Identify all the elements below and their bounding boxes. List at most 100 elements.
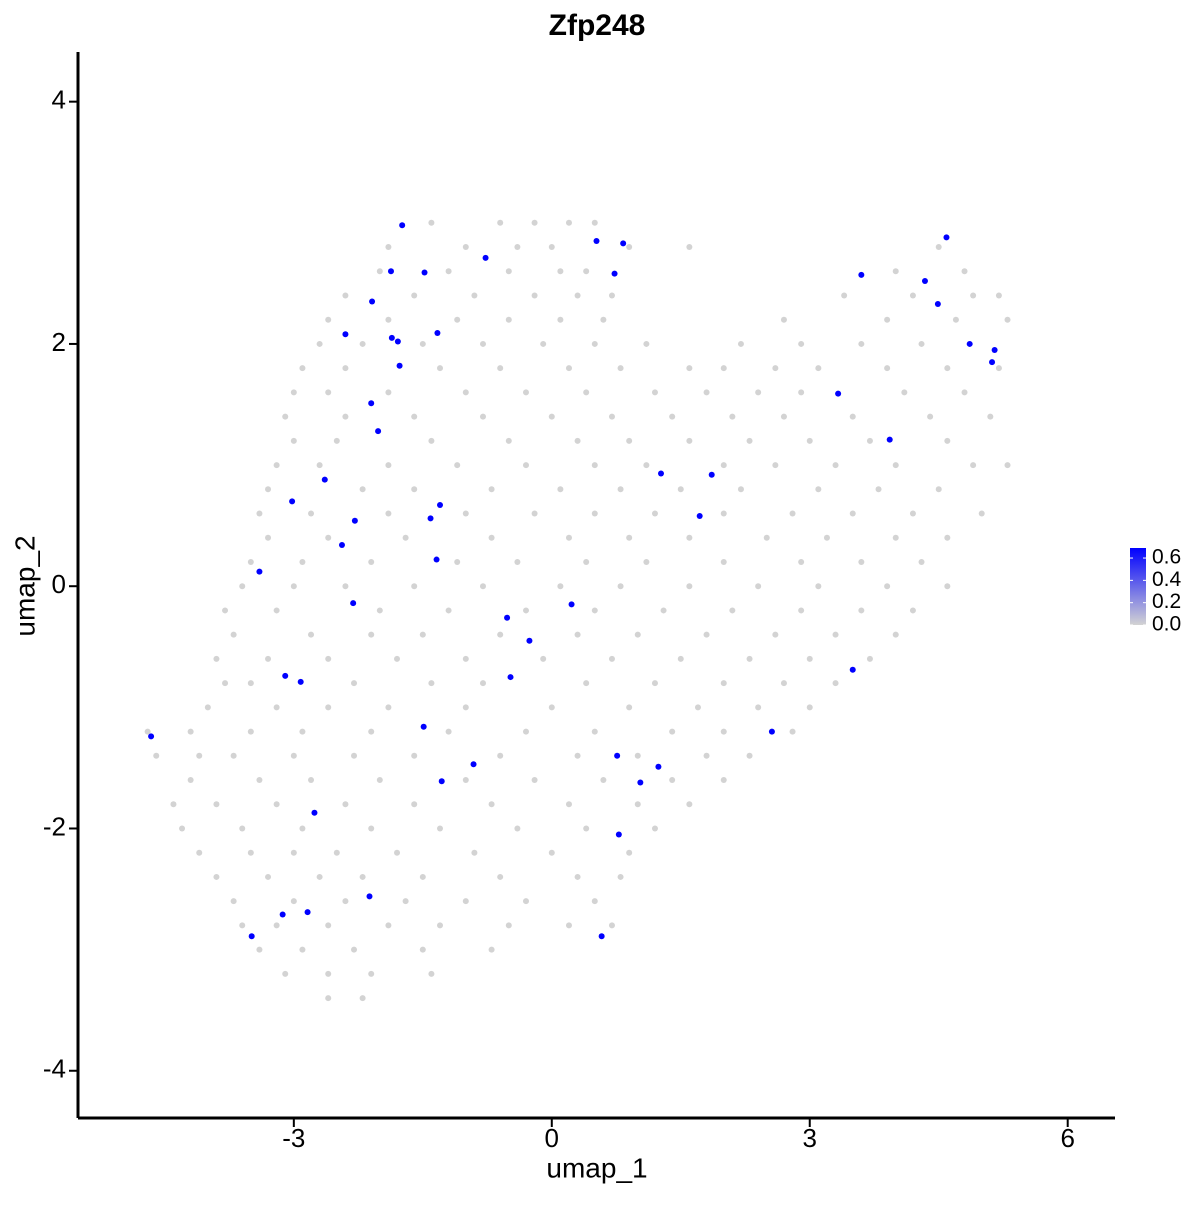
point [290, 437, 297, 444]
point [608, 413, 615, 420]
point [798, 558, 805, 565]
point [204, 704, 211, 711]
point [548, 849, 555, 856]
colorbar [1130, 548, 1146, 625]
point [247, 728, 254, 735]
point [849, 666, 856, 673]
point [222, 680, 229, 687]
point [737, 340, 744, 347]
point [321, 476, 328, 483]
point [591, 607, 598, 614]
point [944, 365, 951, 372]
colorbar-tick-label: 0.4 [1152, 568, 1182, 591]
point [696, 512, 703, 519]
point [427, 515, 434, 522]
point [179, 825, 186, 832]
point [433, 556, 440, 563]
point [437, 825, 444, 832]
point [540, 340, 547, 347]
point [505, 437, 512, 444]
point [617, 873, 624, 880]
point [297, 678, 304, 685]
point [703, 631, 710, 638]
point [289, 498, 296, 505]
point [892, 631, 899, 638]
point [909, 292, 916, 299]
point [144, 728, 151, 735]
point [419, 631, 426, 638]
point [935, 244, 942, 251]
point [557, 268, 564, 275]
point [411, 752, 418, 759]
point [279, 911, 286, 918]
point [376, 777, 383, 784]
point [387, 268, 394, 275]
point [651, 825, 658, 832]
point [651, 510, 658, 517]
point [909, 510, 916, 517]
point [428, 437, 435, 444]
point [995, 292, 1002, 299]
point [763, 534, 770, 541]
point [780, 680, 787, 687]
point [375, 428, 382, 435]
point [989, 359, 996, 366]
chart-title: Zfp248 [549, 9, 646, 42]
point [359, 486, 366, 493]
point [256, 510, 263, 517]
point [720, 462, 727, 469]
point [522, 389, 529, 396]
point [669, 777, 676, 784]
point [421, 269, 428, 276]
point [256, 777, 263, 784]
point [325, 922, 332, 929]
point [961, 389, 968, 396]
point [479, 413, 486, 420]
point [325, 316, 332, 323]
point [282, 672, 289, 679]
point [772, 462, 779, 469]
point [531, 777, 538, 784]
point [927, 413, 934, 420]
point [866, 437, 873, 444]
point [686, 583, 693, 590]
point [574, 752, 581, 759]
point [720, 510, 727, 517]
point [488, 486, 495, 493]
y-tick-label: 2 [52, 327, 66, 357]
point [858, 271, 865, 278]
point [325, 970, 332, 977]
point [316, 462, 323, 469]
point [720, 777, 727, 784]
point [634, 752, 641, 759]
point [832, 462, 839, 469]
point [290, 389, 297, 396]
point [615, 831, 622, 838]
point [548, 244, 555, 251]
point [944, 583, 951, 590]
point [995, 365, 1002, 372]
point [643, 340, 650, 347]
point [669, 728, 676, 735]
point [720, 680, 727, 687]
point [892, 268, 899, 275]
point [886, 436, 893, 443]
point [780, 316, 787, 323]
point [394, 849, 401, 856]
point [507, 674, 514, 681]
point [488, 534, 495, 541]
point [342, 292, 349, 299]
point [703, 752, 710, 759]
point [591, 340, 598, 347]
point [522, 462, 529, 469]
point [454, 462, 461, 469]
point [755, 704, 762, 711]
colorbar-tick-label: 0.2 [1152, 590, 1181, 613]
point [806, 437, 813, 444]
point [772, 365, 779, 372]
point [866, 655, 873, 662]
point [729, 413, 736, 420]
point [316, 340, 323, 347]
point [557, 486, 564, 493]
point [934, 300, 941, 307]
